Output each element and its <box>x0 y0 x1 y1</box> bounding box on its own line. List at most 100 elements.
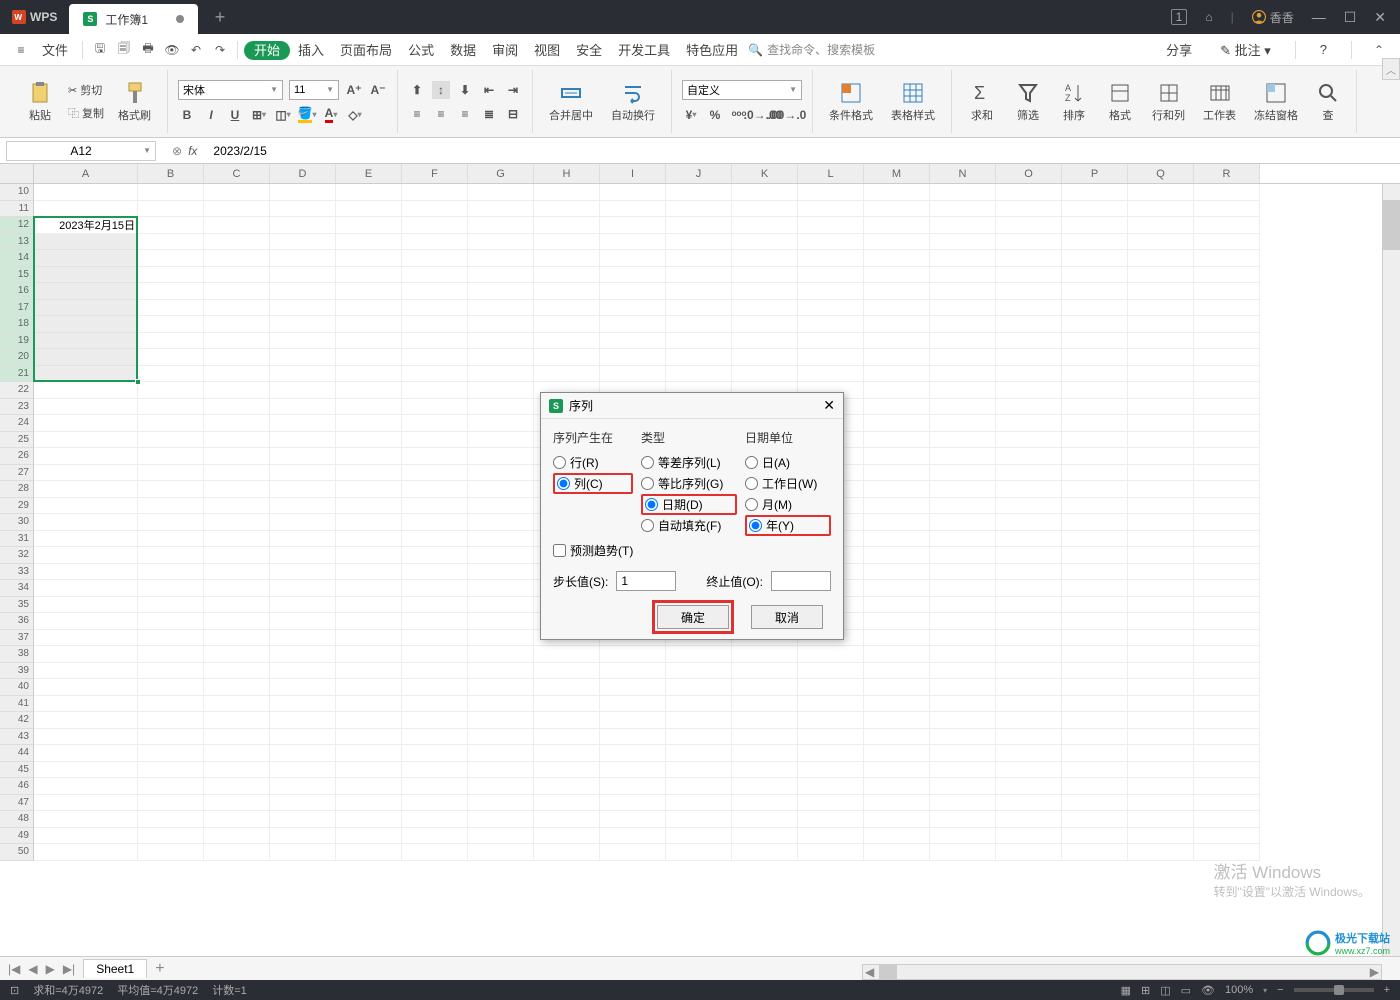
cell[interactable] <box>666 795 732 812</box>
cell[interactable] <box>666 679 732 696</box>
row-header[interactable]: 19 <box>0 333 34 350</box>
cell[interactable] <box>34 432 138 449</box>
cell[interactable] <box>534 234 600 251</box>
command-search[interactable]: 🔍 查找命令、搜索模板 <box>748 41 875 58</box>
row-header[interactable]: 12 <box>0 217 34 234</box>
cell[interactable] <box>1128 481 1194 498</box>
cell[interactable] <box>930 498 996 515</box>
cell[interactable] <box>402 382 468 399</box>
cell[interactable] <box>732 729 798 746</box>
row-header[interactable]: 42 <box>0 712 34 729</box>
cell[interactable] <box>468 399 534 416</box>
cell[interactable]: 2023年2月15日 <box>34 217 138 234</box>
row-header[interactable]: 26 <box>0 448 34 465</box>
cell[interactable] <box>468 696 534 713</box>
align-bottom-icon[interactable]: ⬇ <box>456 81 474 99</box>
cell[interactable] <box>798 811 864 828</box>
cell[interactable] <box>864 514 930 531</box>
page-indicator-icon[interactable]: 1 <box>1171 9 1188 25</box>
cell[interactable] <box>534 663 600 680</box>
zoom-in-button[interactable]: + <box>1384 984 1390 996</box>
cell[interactable] <box>1194 300 1260 317</box>
cell-style-icon[interactable]: ◫▾ <box>274 106 292 124</box>
cell[interactable] <box>270 630 336 647</box>
cell[interactable] <box>138 663 204 680</box>
cell[interactable] <box>732 679 798 696</box>
cell[interactable] <box>336 448 402 465</box>
cell[interactable] <box>930 597 996 614</box>
menu-特色应用[interactable]: 特色应用 <box>678 39 746 62</box>
cell[interactable] <box>468 481 534 498</box>
cell[interactable] <box>34 415 138 432</box>
cell[interactable] <box>402 201 468 218</box>
cell[interactable] <box>336 481 402 498</box>
cell[interactable] <box>600 712 666 729</box>
cell[interactable] <box>270 696 336 713</box>
cell[interactable] <box>468 432 534 449</box>
menu-插入[interactable]: 插入 <box>290 39 332 62</box>
cell[interactable] <box>270 349 336 366</box>
worksheet-button[interactable]: 工作表 <box>1197 77 1242 127</box>
cell[interactable] <box>666 316 732 333</box>
cell[interactable] <box>534 745 600 762</box>
cell[interactable] <box>732 267 798 284</box>
cell[interactable] <box>1194 234 1260 251</box>
cell[interactable] <box>534 300 600 317</box>
cell[interactable] <box>34 267 138 284</box>
cell[interactable] <box>138 547 204 564</box>
cell[interactable] <box>336 729 402 746</box>
cell[interactable] <box>930 762 996 779</box>
cell[interactable] <box>930 679 996 696</box>
cell[interactable] <box>1128 498 1194 515</box>
cell[interactable] <box>732 333 798 350</box>
cell[interactable] <box>1128 729 1194 746</box>
cell[interactable] <box>600 795 666 812</box>
cell[interactable] <box>732 828 798 845</box>
cell[interactable] <box>1062 564 1128 581</box>
cell[interactable] <box>996 514 1062 531</box>
cell[interactable] <box>402 316 468 333</box>
cell[interactable] <box>138 448 204 465</box>
cell[interactable] <box>1128 613 1194 630</box>
cell[interactable] <box>666 828 732 845</box>
cell[interactable] <box>534 696 600 713</box>
cell[interactable] <box>798 729 864 746</box>
cell[interactable] <box>600 778 666 795</box>
cell[interactable] <box>336 250 402 267</box>
cell[interactable] <box>1128 762 1194 779</box>
cell[interactable] <box>864 531 930 548</box>
cell[interactable] <box>996 234 1062 251</box>
cell[interactable] <box>996 844 1062 861</box>
sheet-tab[interactable]: Sheet1 <box>83 959 147 978</box>
cell[interactable] <box>600 762 666 779</box>
cell[interactable] <box>534 646 600 663</box>
print-icon[interactable]: 🖶 <box>137 39 159 61</box>
cell[interactable] <box>1128 696 1194 713</box>
cell[interactable] <box>996 531 1062 548</box>
cell[interactable] <box>996 316 1062 333</box>
cell[interactable] <box>666 366 732 383</box>
cell[interactable] <box>336 201 402 218</box>
cell[interactable] <box>930 366 996 383</box>
row-header[interactable]: 45 <box>0 762 34 779</box>
cell[interactable] <box>930 184 996 201</box>
cell[interactable] <box>864 778 930 795</box>
cell[interactable] <box>402 366 468 383</box>
cell[interactable] <box>468 630 534 647</box>
user-badge[interactable]: 香香 <box>1252 9 1294 26</box>
cell[interactable] <box>996 712 1062 729</box>
cell[interactable] <box>468 217 534 234</box>
cell[interactable] <box>34 399 138 416</box>
font-name-select[interactable]: 宋体▼ <box>178 80 283 100</box>
cell[interactable] <box>732 201 798 218</box>
cell[interactable] <box>34 646 138 663</box>
cell[interactable] <box>204 712 270 729</box>
document-tab[interactable]: S 工作簿1 <box>69 4 198 34</box>
cell[interactable] <box>534 762 600 779</box>
cell[interactable] <box>996 778 1062 795</box>
menu-安全[interactable]: 安全 <box>568 39 610 62</box>
cell[interactable] <box>138 481 204 498</box>
radio-day[interactable]: 日(A) <box>745 452 831 473</box>
cell[interactable] <box>34 745 138 762</box>
cell[interactable] <box>138 679 204 696</box>
